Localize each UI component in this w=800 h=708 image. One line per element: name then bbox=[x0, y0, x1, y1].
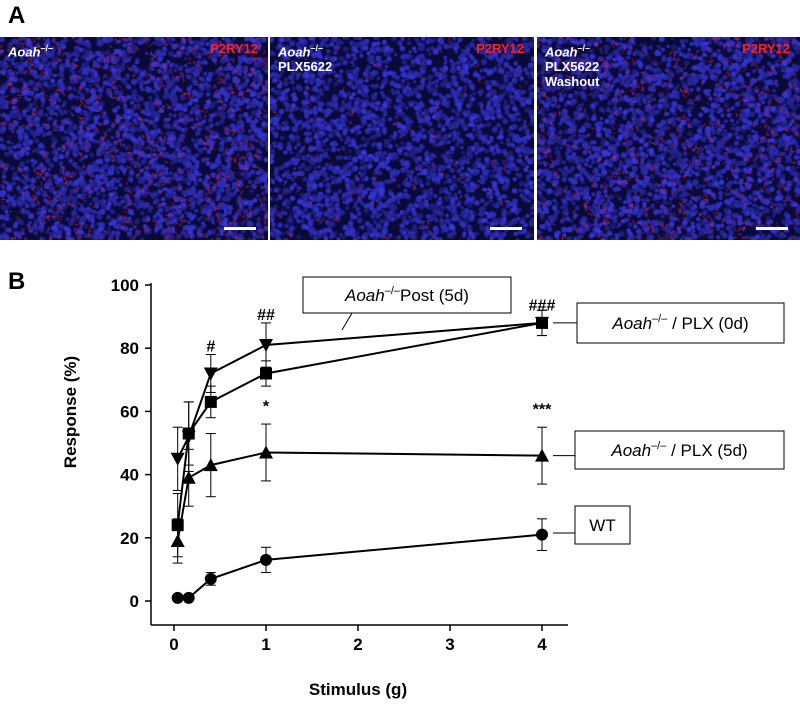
y-tick-label: 100 bbox=[111, 276, 139, 295]
micrograph-3-line-2: Washout bbox=[545, 74, 600, 90]
legend-label: WT bbox=[589, 516, 615, 535]
micrograph-2: Aoah–/– PLX5622 P2RY12 bbox=[270, 37, 534, 240]
micrograph-1-label: Aoah–/– bbox=[8, 41, 53, 59]
y-tick-label: 20 bbox=[120, 529, 139, 548]
y-tick-label: 80 bbox=[120, 339, 139, 358]
data-point bbox=[170, 533, 185, 547]
legend-label-genotype: Aoah bbox=[610, 441, 651, 460]
chart-annotations: ######* *** bbox=[206, 297, 555, 418]
micrograph-3: Aoah–/– PLX5622 Washout P2RY12 bbox=[537, 37, 800, 240]
data-point bbox=[171, 591, 184, 604]
legend-label-sup: –/– bbox=[652, 313, 668, 325]
y-tick-label: 0 bbox=[130, 592, 139, 611]
micrograph-1-marker: P2RY12 bbox=[210, 41, 258, 56]
legend-label-rest: Post (5d) bbox=[400, 286, 469, 305]
data-point bbox=[204, 395, 217, 408]
x-tick-label: 4 bbox=[537, 635, 547, 654]
legend-connector bbox=[341, 312, 353, 331]
micrograph-3-genotype: Aoah bbox=[545, 44, 578, 60]
data-point bbox=[181, 430, 196, 444]
micrograph-1-genotype-sup: –/– bbox=[40, 43, 54, 53]
x-tick-label: 2 bbox=[353, 635, 362, 654]
micrograph-1: Aoah–/– P2RY12 bbox=[0, 37, 268, 240]
micrograph-2-image bbox=[270, 37, 534, 240]
micrograph-3-scale-bar bbox=[756, 227, 788, 230]
data-point bbox=[535, 448, 549, 462]
y-tick-label: 60 bbox=[120, 402, 139, 421]
x-axis-label: Stimulus (g) bbox=[309, 680, 407, 699]
legend-label: Aoah–/– / PLX (0d) bbox=[611, 313, 748, 333]
micrograph-3-marker: P2RY12 bbox=[742, 41, 790, 56]
legend-box bbox=[574, 430, 785, 470]
x-tick-label: 1 bbox=[261, 635, 270, 654]
micrograph-1-genotype: Aoah bbox=[8, 44, 41, 60]
y-axis-label: Response (%) bbox=[61, 356, 80, 468]
micrograph-3-label: Aoah–/– PLX5622 Washout bbox=[545, 41, 599, 89]
chart-series bbox=[170, 309, 549, 604]
data-point bbox=[182, 591, 195, 604]
significance-marker: ### bbox=[529, 297, 556, 314]
panel-a-letter: A bbox=[8, 2, 26, 29]
micrograph-1-scale-bar bbox=[224, 227, 256, 230]
legend-label-genotype: Aoah bbox=[611, 314, 652, 333]
data-point bbox=[260, 367, 272, 380]
panel-b-letter: B bbox=[8, 268, 26, 295]
series-line bbox=[176, 321, 543, 526]
legend-label-sup: –/– bbox=[651, 440, 667, 452]
legend-label-genotype: Aoah bbox=[344, 286, 385, 305]
series-2 bbox=[170, 423, 549, 564]
series-3 bbox=[171, 518, 548, 604]
data-point bbox=[536, 528, 548, 541]
micrograph-3-line-1: PLX5622 bbox=[545, 59, 600, 75]
micrograph-2-line-1: PLX5622 bbox=[278, 59, 333, 75]
data-point bbox=[203, 458, 218, 472]
micrograph-3-image bbox=[537, 37, 800, 240]
series-line bbox=[177, 533, 543, 599]
legend-box bbox=[576, 302, 785, 344]
legend-label-rest: / PLX (5d) bbox=[666, 441, 747, 460]
series-1 bbox=[170, 309, 549, 491]
micrograph-1-image bbox=[0, 37, 268, 240]
series-line bbox=[176, 451, 543, 542]
legend-box bbox=[302, 276, 512, 314]
significance-marker: # bbox=[206, 338, 215, 355]
legend-label: Aoah–/–Post (5d) bbox=[344, 285, 469, 305]
data-point bbox=[203, 367, 218, 381]
legend-label-sup: –/– bbox=[385, 285, 401, 297]
micrograph-2-scale-bar bbox=[490, 227, 522, 230]
series-0 bbox=[171, 309, 548, 558]
data-point bbox=[259, 339, 273, 353]
micrograph-2-genotype: Aoah bbox=[278, 44, 311, 60]
chart-axes: 0 20 40 60 80 100 0 1 2 3 4 bbox=[111, 276, 568, 654]
significance-marker: ## bbox=[257, 307, 275, 324]
data-point bbox=[535, 316, 549, 330]
x-tick-label: 0 bbox=[169, 635, 178, 654]
data-point bbox=[259, 445, 273, 459]
significance-marker: * bbox=[263, 398, 270, 415]
legend-label: Aoah–/– / PLX (5d) bbox=[610, 440, 747, 460]
chart-legend: Aoah–/– / PLX (0d)Aoah–/–Post (5d)Aoah–/… bbox=[302, 276, 785, 545]
micrograph-2-label: Aoah–/– PLX5622 bbox=[278, 41, 332, 74]
micrograph-3-genotype-sup: –/– bbox=[577, 43, 591, 53]
legend-box bbox=[574, 505, 631, 545]
data-point bbox=[204, 572, 217, 585]
micrograph-2-marker: P2RY12 bbox=[476, 41, 524, 56]
micrograph-2-genotype-sup: –/– bbox=[310, 43, 324, 53]
y-tick-label: 40 bbox=[120, 466, 139, 485]
significance-marker: *** bbox=[533, 402, 552, 419]
data-point bbox=[181, 470, 196, 484]
x-tick-label: 3 bbox=[445, 635, 454, 654]
data-point bbox=[170, 452, 185, 466]
legend-label-rest: / PLX (0d) bbox=[667, 314, 748, 333]
data-point bbox=[260, 553, 272, 566]
